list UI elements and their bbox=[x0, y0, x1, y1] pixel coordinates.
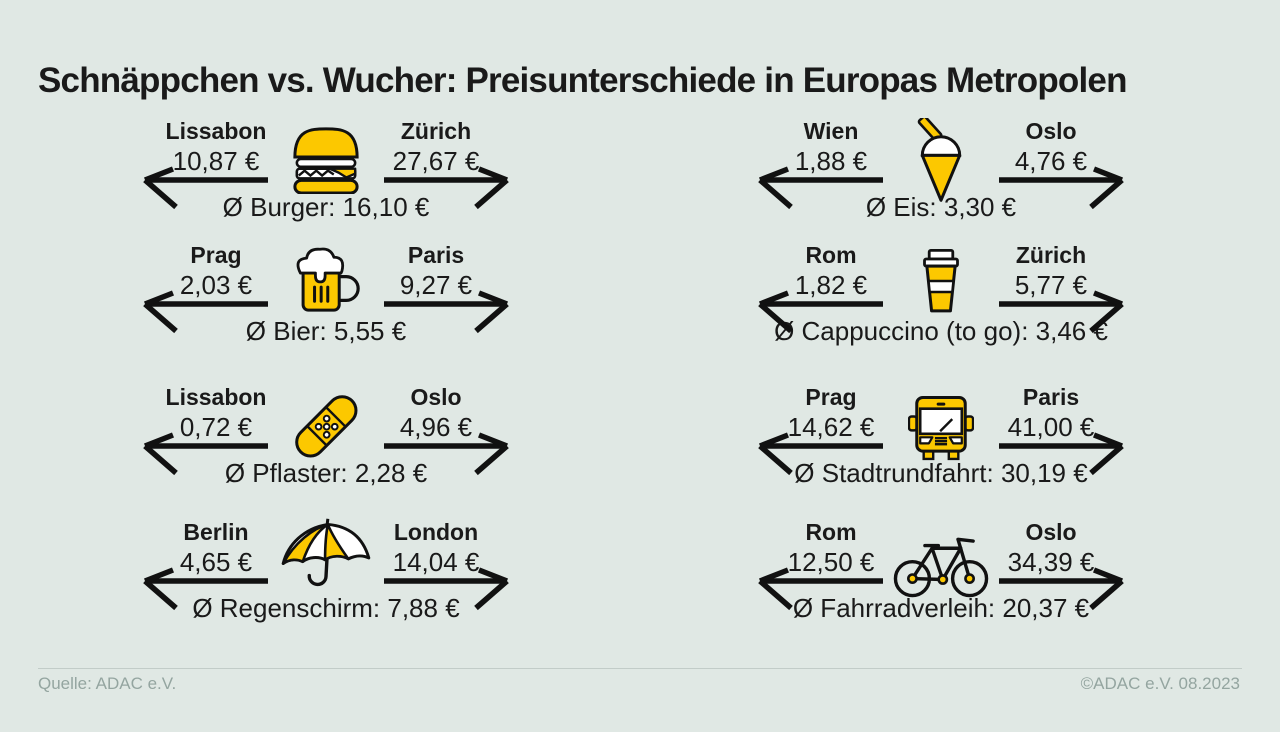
max-price-label: 4,96 € bbox=[399, 412, 473, 442]
min-city-label: Berlin bbox=[183, 519, 249, 545]
max-city-label: Oslo bbox=[410, 384, 462, 410]
min-city-label: Prag bbox=[805, 384, 857, 410]
max-price-label: 9,27 € bbox=[399, 270, 473, 300]
min-city-label: Rom bbox=[805, 242, 857, 268]
block-bier: Prag 2,03 € Paris 9,27 € Ø Bier: 5,55 € bbox=[140, 240, 512, 347]
max-price-label: 14,04 € bbox=[392, 547, 480, 577]
min-price-label: 12,50 € bbox=[787, 547, 875, 577]
block-burger: Lissabon 10,87 € Zürich 27,67 € bbox=[140, 116, 512, 223]
min-price-label: 4,65 € bbox=[179, 547, 253, 577]
arrow-right-icon bbox=[999, 432, 1124, 476]
page-title: Schnäppchen vs. Wucher: Preisunterschied… bbox=[38, 61, 1127, 101]
arrow-right-icon bbox=[999, 290, 1124, 334]
bus-icon bbox=[908, 394, 974, 465]
average-price-label: Ø Cappuccino (to go): 3,46 € bbox=[774, 316, 1108, 346]
min-city-label: Lissabon bbox=[165, 118, 267, 144]
average-price-label: Ø Burger: 16,10 € bbox=[222, 192, 430, 222]
min-price-label: 14,62 € bbox=[787, 412, 875, 442]
min-price-label: 1,82 € bbox=[794, 270, 868, 300]
arrow-left-icon bbox=[143, 290, 268, 334]
burger-icon bbox=[287, 124, 365, 194]
max-price-label: 41,00 € bbox=[1007, 412, 1095, 442]
min-price-label: 1,88 € bbox=[794, 146, 868, 176]
block-cappuccino: Rom 1,82 € Zürich 5,77 € Ø Cappuccino (t… bbox=[755, 240, 1127, 347]
bicycle-icon bbox=[891, 535, 991, 599]
arrow-left-icon bbox=[143, 166, 268, 210]
max-city-label: London bbox=[393, 519, 479, 545]
min-price-label: 0,72 € bbox=[179, 412, 253, 442]
arrow-left-icon bbox=[758, 432, 883, 476]
block-eis: Wien 1,88 € Oslo 4,76 € Ø Eis: 3,30 € bbox=[755, 116, 1127, 223]
source-label: Quelle: ADAC e.V. bbox=[38, 674, 177, 693]
arrow-left-icon bbox=[758, 567, 883, 611]
block-stadtrundfahrt: Prag 14,62 € bbox=[755, 382, 1127, 489]
average-price-label: Ø Fahrradverleih: 20,37 € bbox=[792, 593, 1090, 623]
max-city-label: Paris bbox=[407, 242, 465, 268]
average-price-label: Ø Stadtrundfahrt: 30,19 € bbox=[794, 458, 1088, 488]
block-fahrradverleih: Rom 12,50 € bbox=[755, 517, 1127, 624]
arrow-right-icon bbox=[999, 567, 1124, 611]
max-price-label: 4,76 € bbox=[1014, 146, 1088, 176]
max-city-label: Oslo bbox=[1025, 519, 1077, 545]
block-regenschirm: Berlin 4,65 € London 14,04 € Ø Regenschi… bbox=[140, 517, 512, 624]
max-price-label: 27,67 € bbox=[392, 146, 480, 176]
footer-divider bbox=[38, 668, 1242, 669]
arrow-left-icon bbox=[143, 432, 268, 476]
copyright-label: ©ADAC e.V. 08.2023 bbox=[1080, 674, 1240, 693]
block-pflaster: Lissabon 0,72 € bbox=[140, 382, 512, 489]
max-price-label: 34,39 € bbox=[1007, 547, 1095, 577]
arrow-right-icon bbox=[384, 290, 509, 334]
average-price-label: Ø Regenschirm: 7,88 € bbox=[192, 593, 460, 623]
arrow-right-icon bbox=[999, 166, 1124, 210]
coffee-cup-icon bbox=[914, 248, 968, 314]
min-city-label: Prag bbox=[190, 242, 242, 268]
arrow-left-icon bbox=[143, 567, 268, 611]
max-city-label: Zürich bbox=[400, 118, 472, 144]
max-price-label: 5,77 € bbox=[1014, 270, 1088, 300]
arrow-right-icon bbox=[384, 166, 509, 210]
average-price-label: Ø Pflaster: 2,28 € bbox=[224, 458, 428, 488]
min-city-label: Lissabon bbox=[165, 384, 267, 410]
max-city-label: Paris bbox=[1022, 384, 1080, 410]
beer-icon bbox=[289, 246, 363, 316]
band-aid-icon bbox=[286, 386, 366, 466]
arrow-right-icon bbox=[384, 567, 509, 611]
max-city-label: Zürich bbox=[1015, 242, 1087, 268]
min-city-label: Rom bbox=[805, 519, 857, 545]
max-city-label: Oslo bbox=[1025, 118, 1077, 144]
arrow-left-icon bbox=[758, 166, 883, 210]
arrow-right-icon bbox=[384, 432, 509, 476]
min-price-label: 10,87 € bbox=[172, 146, 260, 176]
umbrella-icon bbox=[277, 517, 375, 597]
arrow-left-icon bbox=[758, 290, 883, 334]
min-price-label: 2,03 € bbox=[179, 270, 253, 300]
average-price-label: Ø Bier: 5,55 € bbox=[245, 316, 407, 346]
min-city-label: Wien bbox=[803, 118, 859, 144]
ice-cream-icon bbox=[910, 118, 972, 204]
